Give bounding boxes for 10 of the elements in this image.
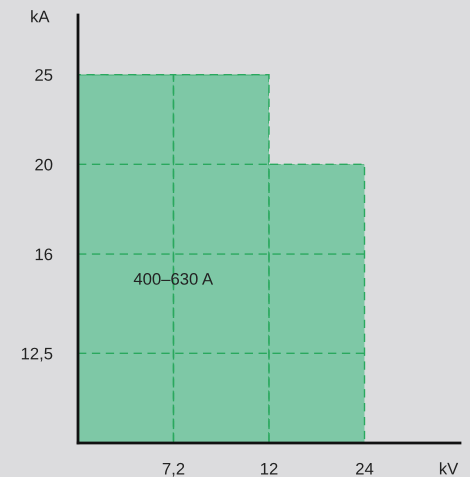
x-tick-label: 24 [356, 462, 374, 475]
x-tick-label: 7,2 [162, 462, 184, 477]
annotation: 400–630 A [134, 273, 214, 285]
y-tick-label: 12,5 [22, 348, 52, 362]
y-axis-title: kA [31, 10, 50, 22]
y-tick-label: 16 [36, 248, 52, 260]
x-tick-label: 12 [261, 462, 278, 475]
x-axis-title: kV [440, 462, 458, 474]
y-tick-label: 20 [35, 158, 52, 171]
y-tick-label: 25 [35, 69, 52, 81]
